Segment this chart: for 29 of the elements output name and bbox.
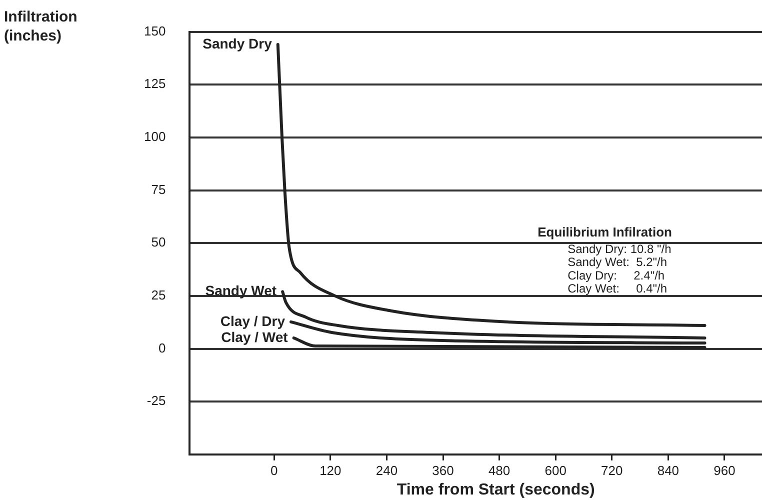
x-tick-label: 480 — [488, 462, 510, 478]
y-tick-label: 0 — [158, 340, 166, 356]
y-tick-label: 50 — [151, 234, 166, 250]
y-tick-label: 75 — [151, 182, 166, 197]
line-series — [290, 320, 706, 345]
annotation: Clay Dry: 2.4"/h — [568, 268, 665, 282]
annotation: Sandy Dry: 10.8 "/h — [568, 242, 672, 256]
y-tick-label: 25 — [151, 288, 166, 303]
x-axis-title: Time from Start (seconds) — [396, 481, 595, 498]
x-tick-label: 120 — [320, 462, 342, 478]
y-axis-title: Infiltration (inches) — [4, 8, 78, 45]
series-label: Clay / Wet — [221, 328, 288, 345]
x-tick-label: 600 — [544, 462, 566, 478]
x-tick-label: 240 — [376, 462, 398, 478]
x-tick-label: 0 — [270, 462, 278, 478]
series-label: Sandy Wet — [205, 282, 277, 299]
y-tick-label: 100 — [144, 129, 166, 144]
y-tick-label: 125 — [144, 76, 166, 92]
y-tick-label: 150 — [144, 23, 166, 38]
x-tick-label: 720 — [601, 462, 623, 478]
x-tick-label: 840 — [657, 462, 680, 478]
x-tick-label: 360 — [432, 462, 454, 478]
annotation: Clay Wet: 0.4"/h — [568, 282, 668, 296]
annotation: Equilibrium Infilration — [538, 224, 672, 240]
x-tick-label: 960 — [714, 462, 736, 478]
series-label: Clay / Dry — [220, 312, 286, 329]
series-label: Sandy Dry — [202, 35, 272, 52]
y-tick-label: -25 — [146, 393, 166, 408]
annotation: Sandy Wet: 5.2"/h — [568, 255, 668, 270]
